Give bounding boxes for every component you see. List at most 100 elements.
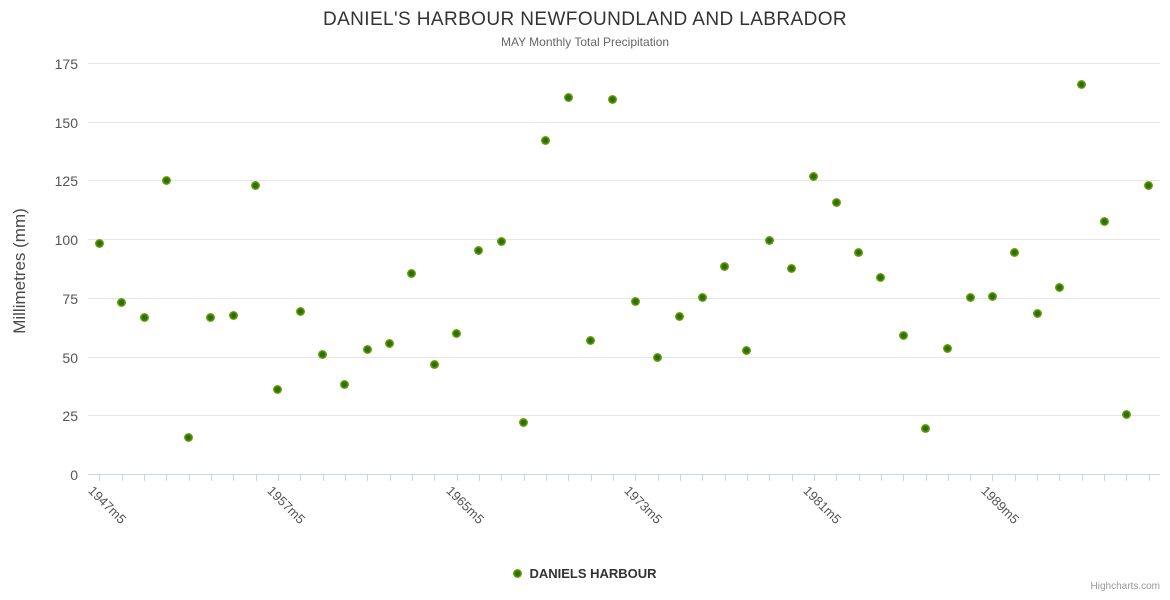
- data-point[interactable]: [742, 346, 752, 356]
- x-axis-tick: [479, 475, 480, 481]
- x-axis-tick: [814, 475, 815, 481]
- x-axis-tick: [1104, 475, 1105, 481]
- x-axis-tick: [725, 475, 726, 481]
- data-point[interactable]: [429, 360, 439, 370]
- y-axis-tick-label: 50: [62, 350, 78, 366]
- x-axis-tick-label: 1973m5: [621, 483, 666, 527]
- x-axis-tick: [390, 475, 391, 481]
- x-axis-tick: [189, 475, 190, 481]
- data-point[interactable]: [452, 328, 462, 338]
- chart-title: DANIEL'S HARBOUR NEWFOUNDLAND AND LABRAD…: [322, 9, 847, 30]
- x-axis-tick: [926, 475, 927, 481]
- x-axis-tick-label: 1989m5: [978, 483, 1023, 527]
- x-axis-tick: [970, 475, 971, 481]
- data-point[interactable]: [697, 293, 707, 303]
- x-axis-tick: [1059, 475, 1060, 481]
- y-axis-tick-label: 150: [54, 115, 78, 131]
- data-point[interactable]: [854, 247, 863, 257]
- x-axis-tick: [99, 475, 100, 481]
- data-point[interactable]: [720, 261, 729, 271]
- data-point[interactable]: [831, 198, 841, 208]
- y-axis-tick-label: 125: [54, 173, 78, 189]
- data-point[interactable]: [809, 172, 819, 182]
- data-point[interactable]: [362, 345, 372, 354]
- data-point[interactable]: [1055, 282, 1064, 292]
- data-point[interactable]: [340, 380, 350, 390]
- chart-subtitle: MAY Monthly Total Precipitation: [500, 35, 670, 49]
- data-point[interactable]: [608, 94, 618, 104]
- data-point[interactable]: [407, 268, 417, 278]
- data-point[interactable]: [94, 239, 104, 249]
- x-axis-tick: [1126, 475, 1127, 481]
- data-point[interactable]: [1122, 409, 1131, 419]
- data-point[interactable]: [251, 180, 261, 190]
- x-axis-tick: [144, 475, 145, 481]
- x-axis-tick: [300, 475, 301, 481]
- x-axis-tick: [591, 475, 592, 481]
- y-gridline: [88, 298, 1160, 299]
- data-point[interactable]: [1077, 79, 1087, 89]
- highcharts-credits-link[interactable]: Highcharts.com: [1090, 581, 1160, 592]
- data-point[interactable]: [139, 313, 149, 323]
- data-point[interactable]: [630, 296, 640, 306]
- data-point[interactable]: [1010, 247, 1020, 257]
- data-point[interactable]: [228, 311, 238, 320]
- data-point[interactable]: [117, 298, 127, 308]
- data-point[interactable]: [273, 385, 283, 394]
- y-axis-tick-label: 100: [54, 232, 78, 248]
- data-point[interactable]: [653, 353, 662, 363]
- x-axis-tick: [233, 475, 234, 481]
- x-axis-tick: [546, 475, 547, 481]
- y-axis-title: Millimetres (mm): [10, 208, 29, 334]
- data-point[interactable]: [787, 264, 796, 273]
- data-point[interactable]: [563, 92, 573, 102]
- data-point[interactable]: [764, 235, 774, 245]
- y-axis-tick-label: 75: [62, 291, 78, 307]
- data-point[interactable]: [184, 433, 194, 443]
- y-axis-tick-label: 0: [70, 467, 78, 483]
- x-axis-tick: [323, 475, 324, 481]
- x-axis-tick: [524, 475, 525, 481]
- data-point[interactable]: [1144, 180, 1154, 190]
- data-point[interactable]: [921, 423, 930, 433]
- x-axis-tick-label: 1957m5: [264, 483, 309, 527]
- data-point[interactable]: [675, 312, 685, 322]
- x-axis-tick: [256, 475, 257, 481]
- data-point[interactable]: [161, 175, 171, 185]
- x-axis-tick: [345, 475, 346, 481]
- data-point[interactable]: [385, 339, 395, 349]
- x-axis-tick: [792, 475, 793, 481]
- data-point[interactable]: [898, 330, 908, 340]
- data-point[interactable]: [474, 246, 484, 256]
- x-axis-tick: [903, 475, 904, 481]
- data-point[interactable]: [965, 293, 975, 303]
- x-axis-tick: [1015, 475, 1016, 481]
- y-gridline: [88, 180, 1160, 181]
- x-axis-tick: [568, 475, 569, 481]
- data-point[interactable]: [1032, 308, 1042, 318]
- x-axis-tick: [122, 475, 123, 481]
- data-point[interactable]: [295, 307, 305, 317]
- data-point[interactable]: [541, 136, 551, 145]
- x-axis-tick: [367, 475, 368, 481]
- x-axis-line: [88, 474, 1160, 475]
- x-axis-tick: [680, 475, 681, 481]
- legend-label: DANIELS HARBOUR: [529, 565, 657, 581]
- data-point[interactable]: [206, 313, 216, 323]
- data-point[interactable]: [318, 349, 328, 359]
- legend-item-daniels-harbour[interactable]: DANIELS HARBOUR: [0, 563, 1170, 583]
- x-axis-tick: [1037, 475, 1038, 481]
- data-point[interactable]: [496, 237, 506, 246]
- data-point[interactable]: [519, 417, 529, 427]
- data-point[interactable]: [988, 292, 997, 302]
- data-point[interactable]: [586, 335, 596, 345]
- x-axis-tick-label: 1981m5: [800, 483, 845, 527]
- data-point[interactable]: [876, 273, 886, 283]
- x-axis-tick: [992, 475, 993, 481]
- y-axis-tick-label: 25: [62, 408, 78, 424]
- x-axis-tick: [769, 475, 770, 481]
- data-point[interactable]: [1099, 217, 1109, 226]
- y-gridline: [88, 357, 1160, 358]
- data-point[interactable]: [943, 343, 953, 353]
